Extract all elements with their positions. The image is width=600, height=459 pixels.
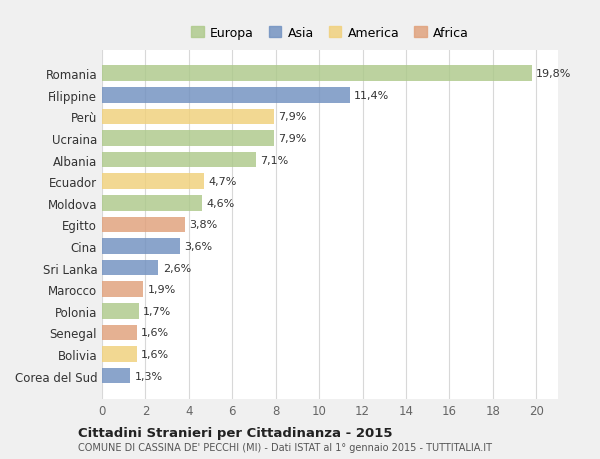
Bar [102, 217, 185, 233]
Text: 1,3%: 1,3% [134, 371, 163, 381]
Text: 3,8%: 3,8% [189, 220, 217, 230]
Text: 11,4%: 11,4% [354, 91, 389, 101]
Bar [102, 260, 158, 276]
Bar [102, 152, 256, 168]
Text: 4,7%: 4,7% [208, 177, 237, 187]
Bar [102, 239, 180, 254]
Bar [102, 325, 137, 341]
Bar [102, 347, 137, 362]
Bar [102, 282, 143, 297]
Text: 1,6%: 1,6% [141, 349, 169, 359]
Text: 1,6%: 1,6% [141, 328, 169, 338]
Bar [102, 109, 274, 125]
Text: 1,7%: 1,7% [143, 306, 172, 316]
Bar [102, 303, 139, 319]
Text: Cittadini Stranieri per Cittadinanza - 2015: Cittadini Stranieri per Cittadinanza - 2… [78, 426, 392, 439]
Text: 3,6%: 3,6% [185, 241, 212, 252]
Bar [102, 131, 274, 146]
Text: COMUNE DI CASSINA DE' PECCHI (MI) - Dati ISTAT al 1° gennaio 2015 - TUTTITALIA.I: COMUNE DI CASSINA DE' PECCHI (MI) - Dati… [78, 442, 492, 452]
Text: 19,8%: 19,8% [536, 69, 572, 79]
Text: 4,6%: 4,6% [206, 198, 235, 208]
Bar [102, 88, 350, 103]
Bar [102, 67, 532, 82]
Text: 2,6%: 2,6% [163, 263, 191, 273]
Text: 7,1%: 7,1% [260, 155, 289, 165]
Text: 1,9%: 1,9% [148, 285, 176, 295]
Text: 7,9%: 7,9% [278, 112, 306, 122]
Bar [102, 368, 130, 383]
Text: 7,9%: 7,9% [278, 134, 306, 144]
Bar [102, 196, 202, 211]
Bar [102, 174, 204, 190]
Legend: Europa, Asia, America, Africa: Europa, Asia, America, Africa [186, 22, 474, 45]
